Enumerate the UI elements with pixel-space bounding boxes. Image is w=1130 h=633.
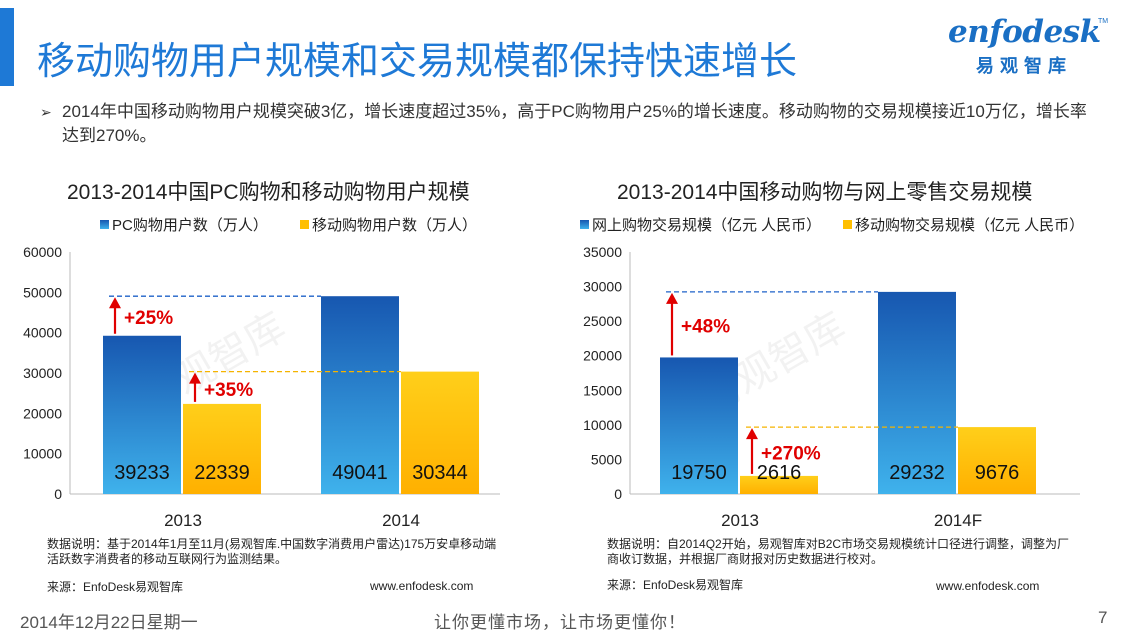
- bar-yellow: [183, 403, 261, 494]
- y-tick-label: 10000: [23, 446, 62, 462]
- y-tick-label: 50000: [23, 284, 62, 300]
- growth-rate-label: +48%: [681, 317, 730, 338]
- summary-text: 2014年中国移动购物用户规模突破3亿，增长速度超过35%，高于PC购物用户25…: [62, 102, 1087, 145]
- y-tick-label: 10000: [583, 417, 622, 433]
- growth-arrow-up-icon: [746, 428, 758, 440]
- y-tick-label: 40000: [23, 325, 62, 341]
- chart2-note: 数据说明：自2014Q2开始，易观智库对B2C市场交易规模统计口径进行调整，调整…: [607, 537, 1070, 566]
- y-tick-label: 30000: [23, 365, 62, 381]
- bar-blue: [660, 357, 738, 494]
- bar-yellow: [958, 427, 1036, 494]
- bar-yellow: [740, 475, 818, 494]
- page-title: 移动购物用户规模和交易规模都保持快速增长: [37, 41, 798, 83]
- chart2-legend-mobile: 移动购物交易规模（亿元 人民币）: [843, 214, 1084, 235]
- y-tick-label: 60000: [23, 244, 62, 260]
- y-tick-label: 20000: [23, 405, 62, 421]
- bar-value-label: 49041: [332, 462, 388, 484]
- chart1-legend-pc: PC购物用户数（万人）: [100, 214, 268, 235]
- logo-chinese-name: 易观智库: [976, 56, 1072, 76]
- y-tick-label: 30000: [583, 279, 622, 295]
- y-tick-label: 5000: [591, 451, 622, 467]
- legend-blue-swatch-icon: [100, 220, 109, 229]
- x-tick-label: 2013: [164, 511, 202, 530]
- chart1-title: 2013-2014中国PC购物和移动购物用户规模: [67, 181, 470, 204]
- growth-rate-label: +25%: [124, 308, 173, 329]
- title-accent-bar: [0, 8, 14, 86]
- legend-blue-swatch-icon: [580, 220, 589, 229]
- footer-slogan: 让你更懂市场，让市场更懂你！: [434, 613, 686, 632]
- y-tick-label: 15000: [583, 382, 622, 398]
- chart1-legend-mobile: 移动购物用户数（万人）: [300, 214, 477, 235]
- growth-rate-label: +270%: [761, 444, 821, 465]
- y-tick-label: 0: [614, 486, 622, 502]
- chart2-plot: 易观智库050001000015000200002500030000350001…: [583, 244, 1080, 530]
- bar-blue: [321, 296, 399, 494]
- x-tick-label: 2014F: [934, 511, 982, 530]
- bar-value-label: 29232: [889, 462, 945, 484]
- legend-yellow-swatch-icon: [843, 220, 852, 229]
- bar-blue: [878, 291, 956, 494]
- growth-arrow-up-icon: [666, 292, 678, 304]
- y-tick-label: 0: [54, 486, 62, 502]
- x-tick-label: 2014: [382, 511, 420, 530]
- chart2-title: 2013-2014中国移动购物与网上零售交易规模: [617, 181, 1033, 204]
- chart2-source: 来源：EnfoDesk易观智库: [607, 578, 744, 592]
- chart1-website[interactable]: www.enfodesk.com: [370, 579, 474, 593]
- logo-wordmark: enfodesk: [948, 14, 1101, 50]
- chart1-source: 来源：EnfoDesk易观智库: [47, 580, 184, 594]
- bar-blue: [103, 335, 181, 494]
- bar-value-label: 2616: [757, 462, 802, 484]
- growth-rate-label: +35%: [204, 380, 253, 401]
- growth-arrow-up-icon: [109, 297, 121, 309]
- arrow-bullet-icon: ➢: [40, 104, 52, 120]
- enfodesk-logo: enfodesk TM 易观智库: [948, 14, 1113, 78]
- bar-value-label: 19750: [671, 462, 727, 484]
- y-tick-label: 35000: [583, 244, 622, 260]
- chart2-website[interactable]: www.enfodesk.com: [936, 579, 1040, 593]
- footer-date: 2014年12月22日星期一: [20, 613, 198, 632]
- logo-tm: TM: [1098, 18, 1109, 25]
- bar-value-label: 22339: [194, 462, 250, 484]
- y-tick-label: 20000: [583, 348, 622, 364]
- chart1-plot: 易观智库010000200003000040000500006000039233…: [23, 244, 500, 530]
- page-number: 7: [1098, 608, 1108, 627]
- chart1-note: 数据说明：基于2014年1月至11月(易观智库.中国数字消费用户雷达)175万安…: [47, 537, 497, 566]
- legend-yellow-swatch-icon: [300, 220, 309, 229]
- bar-value-label: 39233: [114, 462, 170, 484]
- chart2-legend-online: 网上购物交易规模（亿元 人民币）: [580, 214, 821, 235]
- bar-yellow: [401, 371, 479, 494]
- y-tick-label: 25000: [583, 313, 622, 329]
- bar-value-label: 9676: [975, 462, 1020, 484]
- bar-value-label: 30344: [412, 462, 468, 484]
- growth-arrow-up-icon: [189, 372, 201, 384]
- x-tick-label: 2013: [721, 511, 759, 530]
